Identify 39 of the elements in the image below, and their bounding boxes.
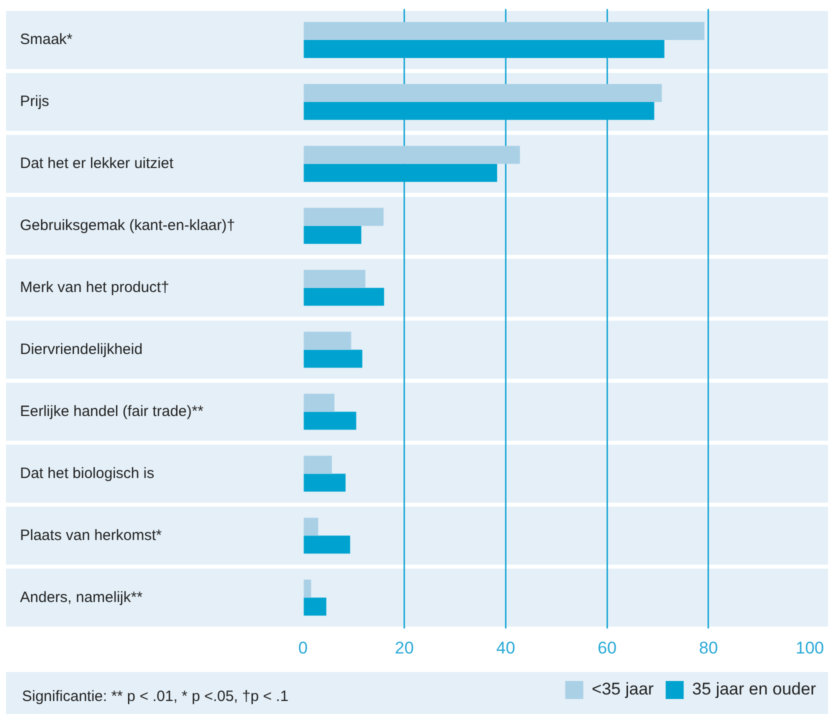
bar xyxy=(304,164,498,182)
y-tick-label: Prijs xyxy=(20,93,50,110)
y-tick-label: Eerlijke handel (fair trade)** xyxy=(20,402,204,420)
legend-label: 35 jaar en ouder xyxy=(692,680,816,699)
bar xyxy=(304,474,346,492)
bar xyxy=(304,536,350,554)
x-tick-label: 100 xyxy=(796,638,824,658)
bar xyxy=(304,84,662,102)
bar xyxy=(304,412,356,430)
y-tick-label: Dat het er lekker uitziet xyxy=(20,155,174,172)
bar xyxy=(304,598,326,616)
y-tick-label: Anders, namelijk** xyxy=(20,588,143,606)
bar xyxy=(304,456,332,474)
x-tick-label: 80 xyxy=(698,638,718,658)
y-tick-label: Smaak* xyxy=(20,31,73,48)
bar xyxy=(304,394,334,412)
y-tick-label: Diervriendelijkheid xyxy=(20,340,143,358)
y-tick-label: Gebruiksgemak (kant-en-klaar)† xyxy=(20,217,236,234)
bar xyxy=(304,22,704,40)
bar xyxy=(304,208,384,226)
bar xyxy=(304,102,654,120)
bar xyxy=(304,332,352,350)
y-tick-label: Merk van het product† xyxy=(20,278,170,296)
x-tick-label: 20 xyxy=(394,638,414,658)
bar xyxy=(304,518,318,536)
bar xyxy=(304,270,366,288)
x-tick-label: 40 xyxy=(496,638,516,658)
bar xyxy=(304,580,312,598)
bar xyxy=(304,288,384,306)
bar xyxy=(304,226,362,244)
bar xyxy=(304,350,362,368)
text: Significantie: ** p < .01, * p <.05, †p < .1 xyxy=(22,688,288,706)
bar xyxy=(304,146,520,164)
x-tick-label: 60 xyxy=(598,638,617,658)
y-tick-label: Plaats van herkomst* xyxy=(20,526,162,544)
x-tick-label: 0 xyxy=(298,638,308,658)
y-tick-label: Dat het biologisch is xyxy=(20,464,154,482)
legend-label: <35 jaar xyxy=(592,680,654,699)
bar xyxy=(304,40,664,58)
